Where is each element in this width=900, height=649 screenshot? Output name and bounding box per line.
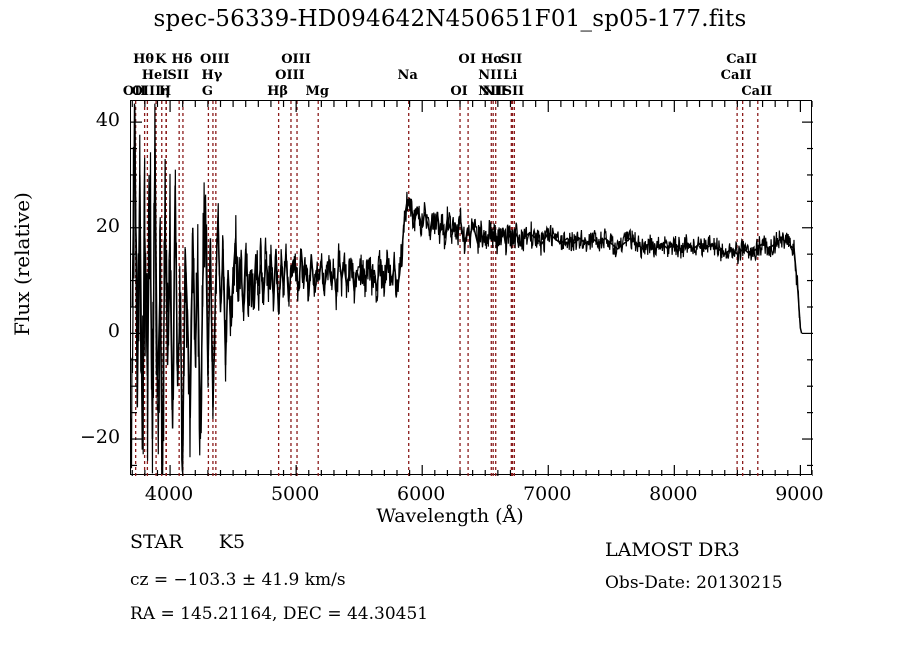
line-label-na: Na bbox=[397, 68, 418, 83]
line-label-k: K bbox=[155, 52, 167, 67]
page-title: spec-56339-HD094642N450651F01_sp05-177.f… bbox=[153, 6, 747, 32]
x-axis-title: Wavelength (Å) bbox=[376, 505, 524, 527]
line-label-oiii: OIII bbox=[131, 84, 162, 99]
y-tick-label: 20 bbox=[95, 214, 120, 237]
line-label-oi: OI bbox=[458, 52, 476, 67]
line-label-caii: CaII bbox=[741, 84, 773, 99]
x-tick-label: 4000 bbox=[144, 483, 194, 505]
survey-name: LAMOST DR3 bbox=[605, 539, 740, 561]
line-label-g: G bbox=[201, 84, 213, 99]
line-label-oiii: OIII bbox=[200, 52, 230, 67]
line-label-h: Hα bbox=[481, 52, 504, 67]
line-label-hei: HeI bbox=[141, 68, 169, 83]
line-label-h: Hθ bbox=[133, 52, 155, 67]
line-label-caii: CaII bbox=[726, 52, 758, 67]
x-tick-label: 6000 bbox=[397, 483, 446, 505]
line-label-sii: SII bbox=[500, 52, 523, 67]
object-class-line: STAR K5 bbox=[130, 531, 245, 553]
line-label-nii: NII bbox=[478, 68, 503, 83]
line-label-mg: Mg bbox=[305, 84, 329, 99]
coordinates: RA = 145.21164, DEC = 44.30451 bbox=[130, 604, 429, 624]
x-tick-label: 5000 bbox=[270, 483, 320, 505]
line-label-oii: OII bbox=[122, 84, 147, 99]
line-label-h: H bbox=[158, 84, 172, 99]
y-tick-label: −20 bbox=[80, 426, 121, 449]
y-tick-label: 40 bbox=[95, 109, 120, 132]
spectrum-svg bbox=[131, 101, 813, 476]
line-label-oiii: OIII bbox=[275, 68, 305, 83]
spectral-type: K5 bbox=[218, 531, 246, 553]
line-label-nii: NII bbox=[478, 84, 503, 99]
line-label-oi: OI bbox=[450, 84, 468, 99]
y-axis-title: Flux (relative) bbox=[10, 192, 34, 336]
x-tick-label: 9000 bbox=[775, 483, 824, 505]
line-label-sii: SII bbox=[167, 68, 189, 83]
object-class: STAR bbox=[130, 531, 183, 553]
x-tick-label: 8000 bbox=[649, 483, 698, 505]
line-label-h: Hβ bbox=[267, 84, 289, 99]
line-label-: η bbox=[160, 84, 171, 99]
line-label-oiii: OIII bbox=[281, 52, 311, 67]
line-label-sii: SII bbox=[502, 84, 525, 99]
y-tick-label: 0 bbox=[107, 320, 120, 343]
line-label-nii: NII bbox=[482, 84, 507, 99]
plot-canvas bbox=[131, 101, 813, 476]
spectrum-plot bbox=[130, 100, 813, 476]
redshift-velocity: cz = −103.3 ± 41.9 km/s bbox=[130, 570, 346, 590]
x-tick-label: 7000 bbox=[523, 483, 572, 505]
line-label-caii: CaII bbox=[720, 68, 752, 83]
line-label-h: Hγ bbox=[201, 68, 223, 83]
line-label-li: Li bbox=[503, 68, 518, 83]
line-label-h: Hδ bbox=[171, 52, 193, 67]
observation-date: Obs-Date: 20130215 bbox=[605, 573, 783, 593]
